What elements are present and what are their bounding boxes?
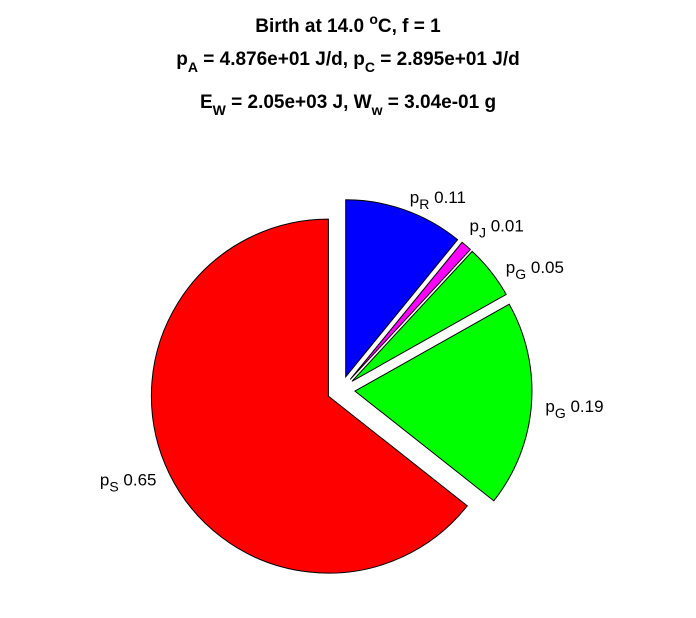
pie-slice-pg-3 [354,303,533,502]
slice-label-1: pJ 0.01 [470,216,524,240]
pie-slice-ps-4 [150,218,468,574]
slice-label-4: pS 0.65 [100,470,157,494]
title-line-3: EW = 2.05e+03 J, Ww = 3.04e-01 g [200,92,496,118]
title-line-1: Birth at 14.0 oC, f = 1 [255,11,441,37]
title-line-2: pA = 4.876e+01 J/d, pC = 2.895e+01 J/d [176,49,519,75]
slice-label-0: pR 0.11 [410,188,466,212]
pie-slice-pj-1 [349,241,472,380]
slice-label-2: pG 0.05 [506,258,564,282]
pie-slices [150,199,533,574]
pie-slice-pg-2 [351,250,507,382]
pie-slice-pr-0 [345,199,459,379]
chart-title: Birth at 14.0 oC, f = 1 pA = 4.876e+01 J/… [176,11,519,118]
slice-label-3: pG 0.19 [545,397,603,421]
